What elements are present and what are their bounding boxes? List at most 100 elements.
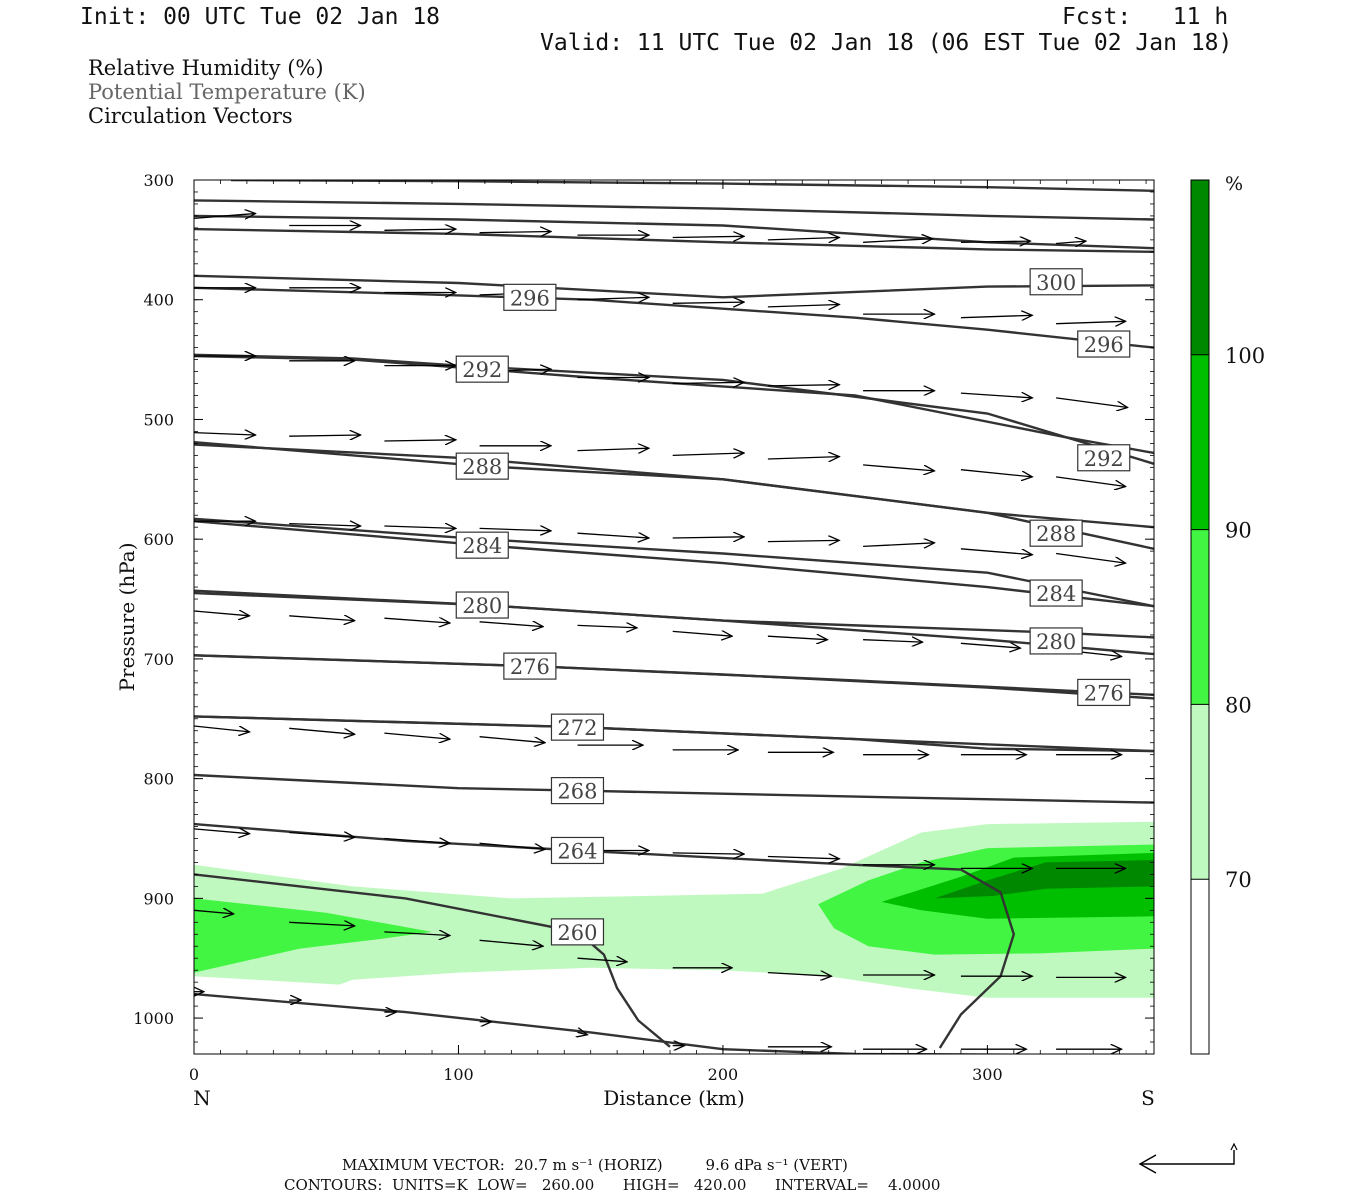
x-tick-label: 0 <box>189 1065 199 1084</box>
circulation-vector <box>479 842 545 849</box>
colorbar-band-100 <box>1191 180 1209 355</box>
y-tick-label: 500 <box>143 410 174 429</box>
y-tick-label: 600 <box>143 530 174 549</box>
theta-contour-line <box>194 354 1154 455</box>
circulation-vector <box>767 385 839 386</box>
y-tick-label: 1000 <box>133 1009 174 1028</box>
theta-contour-line <box>194 654 1154 696</box>
colorbar-level-label: 70 <box>1225 868 1252 892</box>
x-axis-label: Distance (km) <box>603 1086 745 1110</box>
theta-contour-label: 276 <box>1077 678 1131 707</box>
theta-contour-line <box>230 180 1154 192</box>
circulation-vector <box>767 238 839 240</box>
circulation-vector <box>384 839 450 844</box>
theta-contour-label: 288 <box>1029 519 1083 547</box>
svg-text:288: 288 <box>462 455 502 479</box>
circulation-vector <box>578 1032 588 1034</box>
circulation-vector <box>479 622 543 627</box>
theta-contour-label: 276 <box>503 652 557 680</box>
colorbar-band-below-70 <box>1191 879 1209 1054</box>
y-tick-label: 300 <box>143 171 174 190</box>
colorbar-level-label: 90 <box>1225 519 1252 543</box>
theta-contour-label: 296 <box>1077 330 1131 358</box>
circulation-vector <box>577 448 649 450</box>
circulation-vector <box>672 853 744 854</box>
circulation-vector <box>960 315 1032 317</box>
theta-contour-label: 280 <box>1029 627 1083 655</box>
circulation-vector <box>863 239 932 243</box>
legend-circulation-vectors: Circulation Vectors <box>88 104 293 128</box>
theta-contour-line <box>194 199 1154 221</box>
circulation-vector <box>767 973 832 977</box>
svg-text:264: 264 <box>557 839 597 863</box>
circulation-vector <box>1056 476 1126 487</box>
x-tick-label: 200 <box>708 1065 739 1084</box>
circulation-vector <box>767 457 839 459</box>
valid-time: Valid: 11 UTC Tue 02 Jan 18 (06 EST Tue … <box>540 30 1233 56</box>
circulation-vector <box>479 939 543 946</box>
theta-contour-line <box>194 274 1154 299</box>
theta-contour-line <box>194 441 1154 529</box>
svg-text:268: 268 <box>557 780 597 804</box>
circulation-vector <box>672 236 744 237</box>
circulation-vector <box>960 241 1031 242</box>
circulation-vector <box>289 922 355 926</box>
theta-contour-line <box>194 227 1154 253</box>
svg-text:260: 260 <box>557 921 597 945</box>
theta-contour-label: 284 <box>455 531 509 559</box>
legend-relative-humidity: Relative Humidity (%) <box>88 56 324 80</box>
circulation-vector <box>194 433 256 435</box>
circulation-vector <box>194 725 250 732</box>
circulation-vector <box>577 625 638 627</box>
theta-contour-label: 292 <box>1077 444 1131 472</box>
circulation-vector <box>1056 397 1128 408</box>
svg-text:280: 280 <box>462 594 502 618</box>
circulation-vector <box>194 611 250 616</box>
theta-contour-label: 280 <box>455 591 509 619</box>
rh-region-100-4 <box>934 860 1154 899</box>
svg-text:300: 300 <box>1036 271 1076 295</box>
svg-text:292: 292 <box>462 358 502 382</box>
theta-contour-line <box>194 286 1154 349</box>
rh-region-80-1 <box>194 898 432 973</box>
circulation-vector <box>672 537 744 538</box>
colorbar-band-80 <box>1191 529 1209 705</box>
theta-contour-line <box>194 353 1154 465</box>
theta-contour-line <box>194 773 1154 804</box>
y-axis-label: Pressure (hPa) <box>115 543 139 692</box>
theta-contour-label: 296 <box>503 283 557 311</box>
circulation-vector <box>384 440 455 441</box>
south-label: S <box>1141 1086 1155 1110</box>
circulation-vector <box>1056 241 1086 243</box>
forecast-hour: Fcst: 11 h <box>1062 4 1229 30</box>
theta-contour-label: 288 <box>455 452 509 480</box>
theta-contour-label: 292 <box>455 355 509 383</box>
circulation-vector <box>960 643 1021 648</box>
svg-text:288: 288 <box>1036 522 1076 546</box>
colorbar-level-label: 100 <box>1225 344 1265 368</box>
colorbar-band-90 <box>1191 354 1209 530</box>
circulation-vector <box>384 932 450 936</box>
circulation-vector <box>577 958 628 962</box>
circulation-vector <box>289 727 355 734</box>
y-tick-label: 900 <box>143 889 174 908</box>
theta-contour-label: 284 <box>1029 579 1083 607</box>
theta-contour-line <box>194 715 1154 753</box>
theta-contour-line <box>194 214 1154 250</box>
circulation-vector <box>863 543 934 547</box>
legend-potential-temperature: Potential Temperature (K) <box>88 80 366 104</box>
circulation-vector <box>863 640 923 642</box>
circulation-vector <box>672 382 744 383</box>
y-tick-label: 400 <box>143 291 174 310</box>
reference-vector <box>1138 1142 1238 1174</box>
colorbar-level-label: 80 <box>1225 693 1252 717</box>
circulation-vector <box>384 229 455 230</box>
circulation-vector <box>1056 321 1126 323</box>
svg-text:280: 280 <box>1036 630 1076 654</box>
circulation-vector <box>672 453 744 455</box>
circulation-vector <box>479 736 545 743</box>
circulation-vector <box>289 616 355 621</box>
theta-contour-line <box>194 517 1154 608</box>
circulation-vector <box>767 636 828 640</box>
svg-text:276: 276 <box>510 655 550 679</box>
